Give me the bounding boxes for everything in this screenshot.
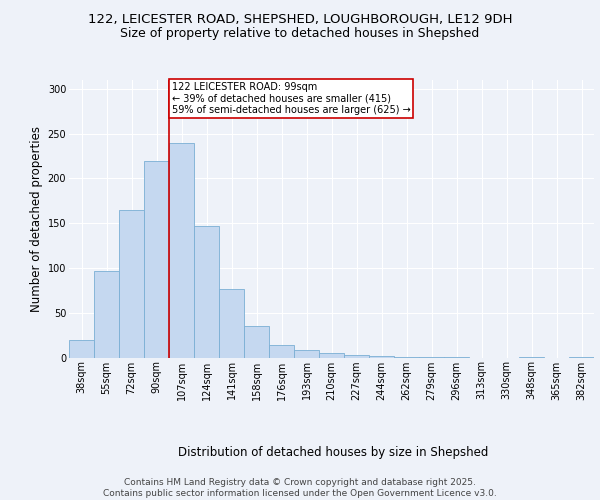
Bar bbox=[569, 356, 594, 358]
Bar bbox=[519, 356, 544, 358]
Bar bbox=[194, 226, 219, 358]
Text: 122, LEICESTER ROAD, SHEPSHED, LOUGHBOROUGH, LE12 9DH: 122, LEICESTER ROAD, SHEPSHED, LOUGHBORO… bbox=[88, 12, 512, 26]
Bar bbox=[319, 353, 344, 358]
Bar bbox=[119, 210, 144, 358]
Bar bbox=[169, 142, 194, 358]
Text: Distribution of detached houses by size in Shepshed: Distribution of detached houses by size … bbox=[178, 446, 488, 459]
Bar bbox=[219, 288, 244, 358]
Bar bbox=[419, 356, 444, 358]
Bar bbox=[344, 355, 369, 358]
Bar bbox=[369, 356, 394, 358]
Bar bbox=[444, 356, 469, 358]
Text: Contains HM Land Registry data © Crown copyright and database right 2025.
Contai: Contains HM Land Registry data © Crown c… bbox=[103, 478, 497, 498]
Bar bbox=[69, 340, 94, 357]
Y-axis label: Number of detached properties: Number of detached properties bbox=[31, 126, 43, 312]
Bar bbox=[394, 356, 419, 358]
Bar bbox=[144, 160, 169, 358]
Text: Size of property relative to detached houses in Shepshed: Size of property relative to detached ho… bbox=[121, 28, 479, 40]
Bar bbox=[244, 326, 269, 358]
Bar bbox=[294, 350, 319, 358]
Text: 122 LEICESTER ROAD: 99sqm
← 39% of detached houses are smaller (415)
59% of semi: 122 LEICESTER ROAD: 99sqm ← 39% of detac… bbox=[172, 82, 410, 115]
Bar bbox=[269, 345, 294, 358]
Bar bbox=[94, 270, 119, 358]
